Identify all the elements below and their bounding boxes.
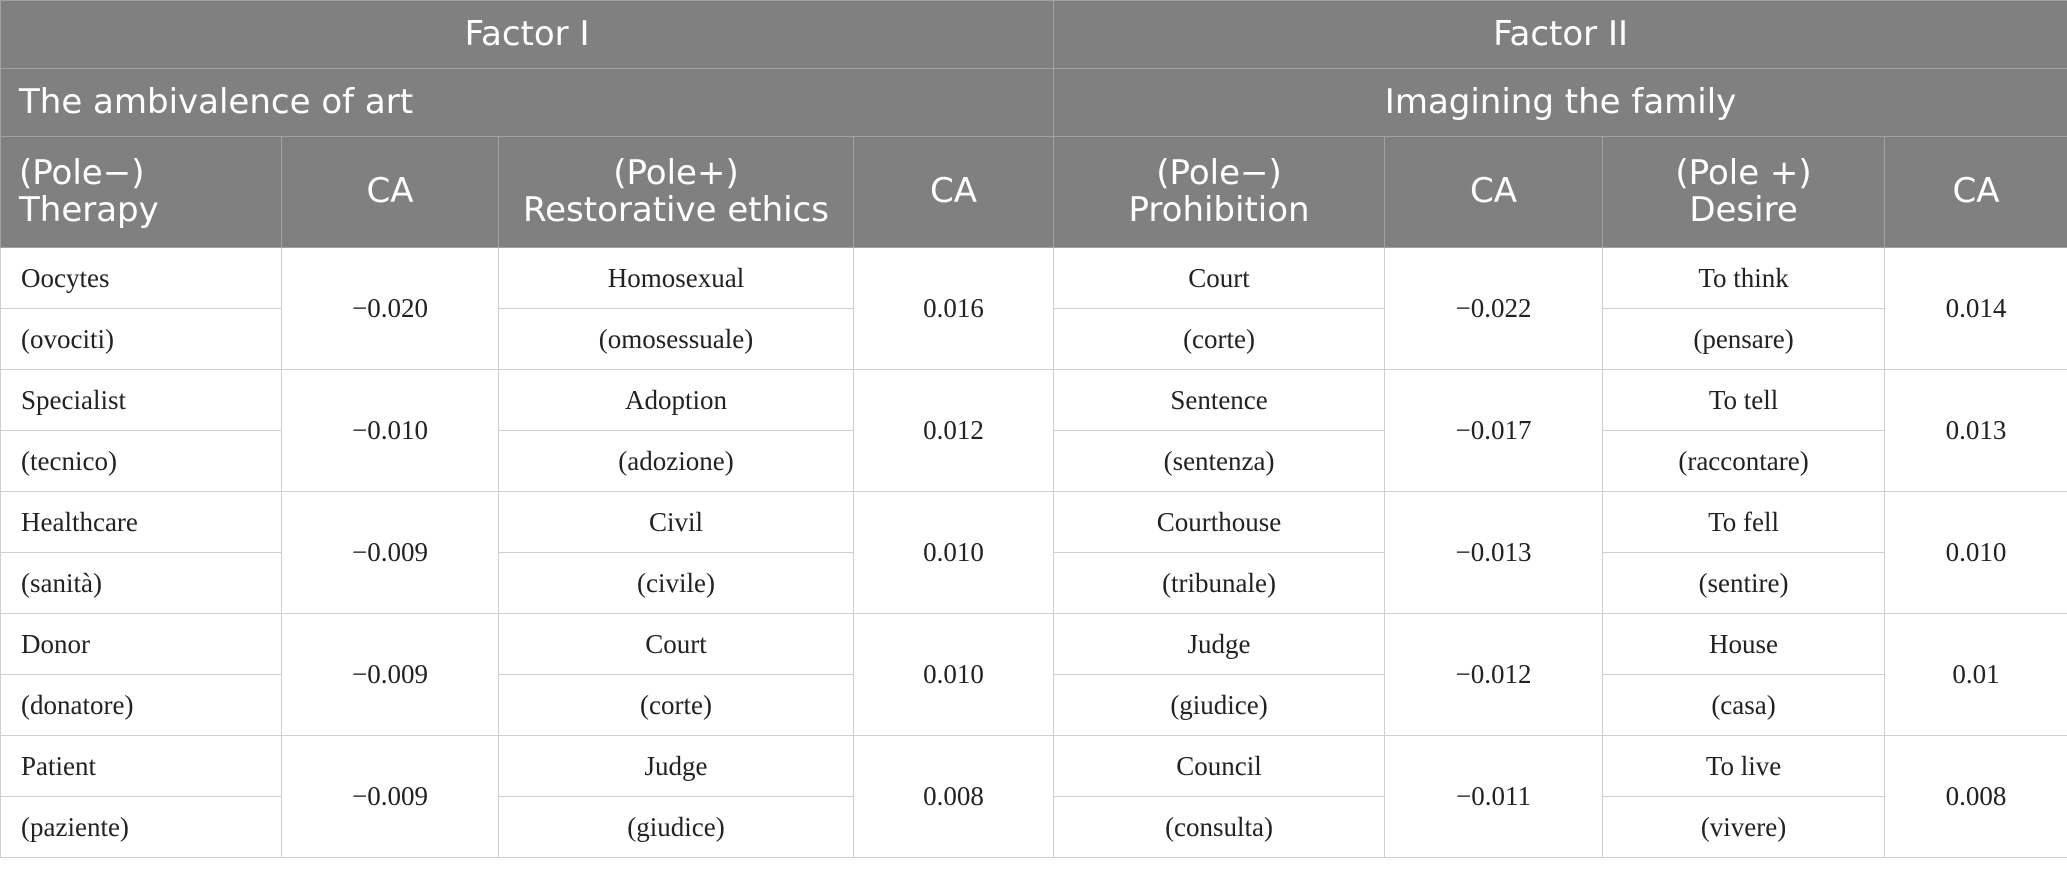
restorative-term: Civil: [498, 491, 854, 553]
table-row-translation: (sanità) (civile) (tribunale) (sentire): [0, 552, 2067, 614]
therapy-ca-value: −0.020: [281, 247, 499, 370]
restorative-term: Court: [498, 613, 854, 675]
desire-term: House: [1602, 613, 1886, 675]
restorative-translation: (adozione): [498, 430, 854, 492]
therapy-translation: (donatore): [0, 674, 282, 736]
prohibition-translation: (tribunale): [1053, 552, 1386, 614]
desire-ca-value: 0.008: [1884, 735, 2067, 858]
restorative-term: Homosexual: [498, 247, 854, 309]
theme-header-row: The ambivalence of art Imagining the fam…: [0, 68, 2067, 137]
restorative-translation: (corte): [498, 674, 854, 736]
prohibition-term: Court: [1053, 247, 1386, 309]
prohibition-translation: (sentenza): [1053, 430, 1386, 492]
col-header-desire: (Pole +) Desire: [1602, 136, 1886, 248]
desire-translation: (casa): [1602, 674, 1886, 736]
col-header-ca3: CA: [1384, 136, 1604, 248]
restorative-translation: (civile): [498, 552, 854, 614]
prohibition-ca-value: −0.017: [1384, 369, 1604, 492]
restorative-ca-value: 0.010: [852, 491, 1055, 614]
prohibition-term: Courthouse: [1053, 491, 1386, 553]
col-header-restorative-ethics: (Pole+) Restorative ethics: [498, 136, 854, 248]
therapy-translation: (paziente): [0, 796, 282, 858]
therapy-term: Oocytes: [0, 247, 282, 309]
table-row-translation: (tecnico) (adozione) (sentenza) (raccontare…: [0, 430, 2067, 492]
desire-translation: (pensare): [1602, 308, 1886, 370]
desire-term: To tell: [1602, 369, 1886, 431]
restorative-ca-value: 0.012: [852, 369, 1055, 492]
prohibition-translation: (giudice): [1053, 674, 1386, 736]
desire-translation: (vivere): [1602, 796, 1886, 858]
restorative-translation: (omosessuale): [498, 308, 854, 370]
restorative-term: Adoption: [498, 369, 854, 431]
prohibition-ca-value: −0.022: [1384, 247, 1604, 370]
table-row-translation: (ovociti) (omosessuale) (corte) (pensare): [0, 308, 2067, 370]
col-header-ca2: CA: [852, 136, 1055, 248]
factor-table: Factor I Factor II The ambivalence of ar…: [0, 0, 2067, 858]
col-header-therapy: (Pole−) Therapy: [0, 136, 282, 248]
theme1-header: The ambivalence of art: [0, 68, 1055, 137]
therapy-translation: (tecnico): [0, 430, 282, 492]
restorative-ca-value: 0.010: [852, 613, 1055, 736]
desire-translation: (sentire): [1602, 552, 1886, 614]
therapy-ca-value: −0.010: [281, 369, 499, 492]
desire-ca-value: 0.010: [1884, 491, 2067, 614]
prohibition-ca-value: −0.012: [1384, 613, 1604, 736]
table-row-translation: (paziente) (giudice) (consulta) (vivere): [0, 796, 2067, 858]
restorative-translation: (giudice): [498, 796, 854, 858]
factor-header-row: Factor I Factor II: [0, 0, 2067, 69]
theme2-header: Imagining the family: [1053, 68, 2067, 137]
therapy-ca-value: −0.009: [281, 613, 499, 736]
col-header-ca4: CA: [1884, 136, 2067, 248]
table-header: Factor I Factor II The ambivalence of ar…: [0, 0, 2067, 248]
therapy-ca-value: −0.009: [281, 735, 499, 858]
desire-term: To live: [1602, 735, 1886, 797]
desire-ca-value: 0.01: [1884, 613, 2067, 736]
therapy-ca-value: −0.009: [281, 491, 499, 614]
therapy-translation: (sanità): [0, 552, 282, 614]
restorative-term: Judge: [498, 735, 854, 797]
desire-term: To fell: [1602, 491, 1886, 553]
table-row: Donor −0.009 Court 0.010 Judge −0.012 House 0.0…: [0, 613, 2067, 736]
factor2-header: Factor II: [1053, 0, 2067, 69]
table-row: Patient −0.009 Judge 0.008 Council −0.011 To l…: [0, 735, 2067, 858]
restorative-ca-value: 0.008: [852, 735, 1055, 858]
desire-ca-value: 0.014: [1884, 247, 2067, 370]
col-header-ca1: CA: [281, 136, 499, 248]
desire-translation: (raccontare): [1602, 430, 1886, 492]
table-body: Oocytes −0.020 Homosexual 0.016 Court −0.022 T…: [0, 247, 2067, 858]
prohibition-translation: (corte): [1053, 308, 1386, 370]
prohibition-ca-value: −0.011: [1384, 735, 1604, 858]
table-row: Oocytes −0.020 Homosexual 0.016 Court −0.022 T…: [0, 247, 2067, 370]
desire-ca-value: 0.013: [1884, 369, 2067, 492]
factor1-header: Factor I: [0, 0, 1055, 69]
col-header-prohibition: (Pole−) Prohibition: [1053, 136, 1386, 248]
therapy-term: Patient: [0, 735, 282, 797]
therapy-translation: (ovociti): [0, 308, 282, 370]
therapy-term: Healthcare: [0, 491, 282, 553]
therapy-term: Donor: [0, 613, 282, 675]
therapy-term: Specialist: [0, 369, 282, 431]
prohibition-term: Council: [1053, 735, 1386, 797]
prohibition-term: Sentence: [1053, 369, 1386, 431]
restorative-ca-value: 0.016: [852, 247, 1055, 370]
table-row: Specialist −0.010 Adoption 0.012 Sentence −0.…: [0, 369, 2067, 492]
prohibition-ca-value: −0.013: [1384, 491, 1604, 614]
prohibition-term: Judge: [1053, 613, 1386, 675]
prohibition-translation: (consulta): [1053, 796, 1386, 858]
desire-term: To think: [1602, 247, 1886, 309]
table-row: Healthcare −0.009 Civil 0.010 Courthouse −0.0…: [0, 491, 2067, 614]
column-header-row: (Pole−) Therapy CA (Pole+) Restorative e…: [0, 136, 2067, 248]
